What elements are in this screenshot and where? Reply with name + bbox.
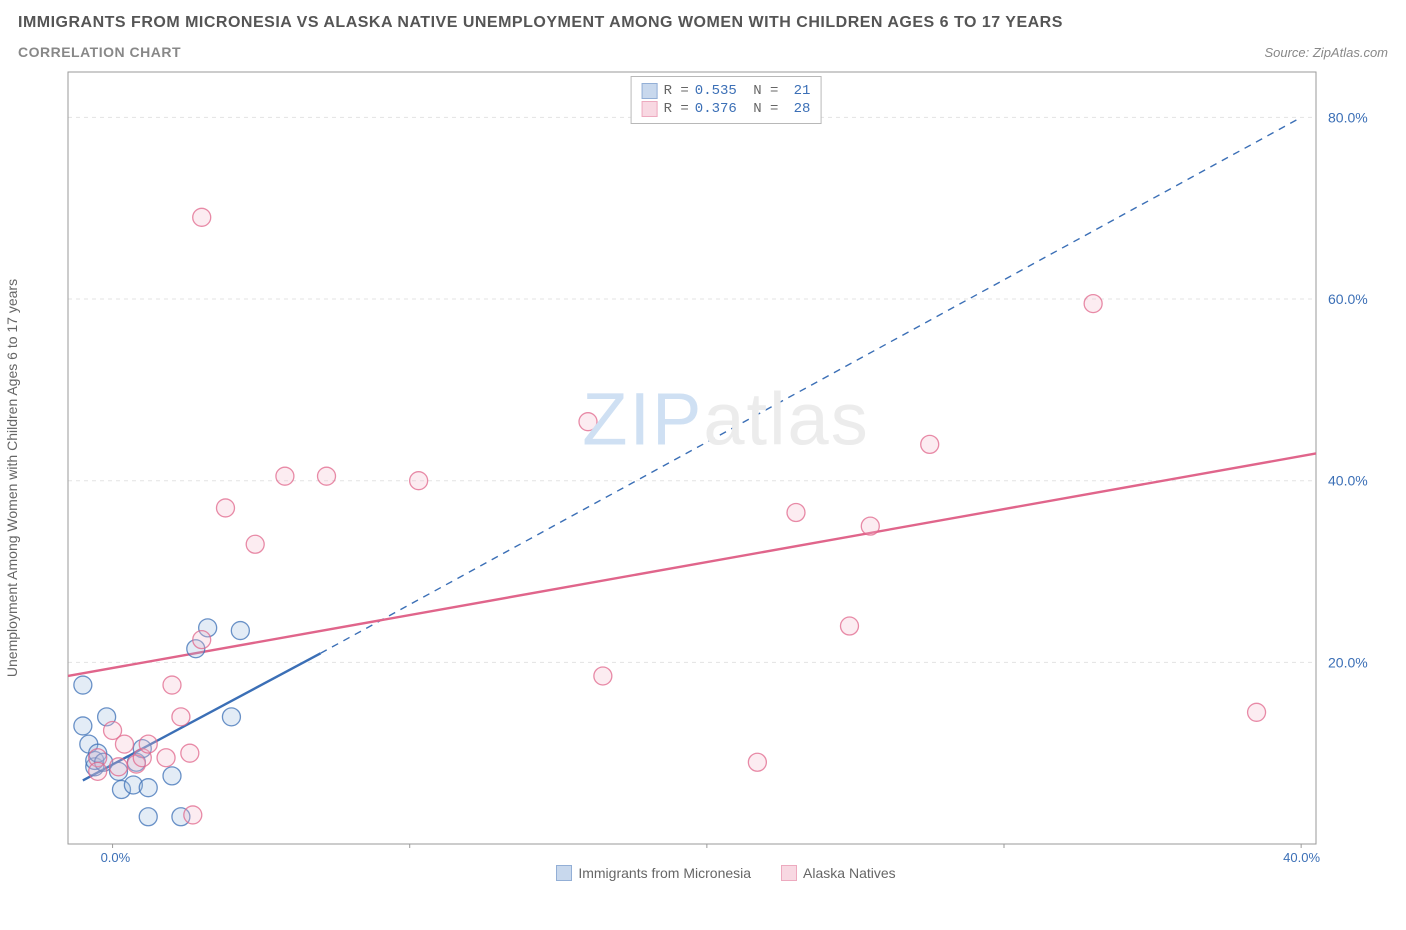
svg-text:40.0%: 40.0% [1328, 473, 1368, 489]
stat-value-r: 0.535 [695, 83, 739, 99]
legend-label: Alaska Natives [803, 865, 896, 881]
legend-swatch [642, 83, 658, 99]
chart-container: Unemployment Among Women with Children A… [18, 68, 1388, 888]
svg-text:60.0%: 60.0% [1328, 291, 1368, 307]
stat-label-r: R = [664, 83, 689, 99]
stat-row: R = 0.535 N = 21 [642, 82, 811, 100]
scatter-svg: 20.0% 40.0% 60.0% 80.0% [64, 68, 1388, 848]
stat-label-n: N = [745, 101, 779, 117]
legend-swatch [556, 865, 572, 881]
chart-title: IMMIGRANTS FROM MICRONESIA VS ALASKA NAT… [18, 14, 1388, 32]
stat-value-n: 28 [784, 101, 810, 117]
y-axis-label: Unemployment Among Women with Children A… [4, 279, 20, 677]
subtitle-row: CORRELATION CHART Source: ZipAtlas.com [18, 44, 1388, 60]
legend-label: Immigrants from Micronesia [578, 865, 751, 881]
stat-label-n: N = [745, 83, 779, 99]
legend-swatch [642, 101, 658, 117]
legend-swatch [781, 865, 797, 881]
legend-item: Immigrants from Micronesia [556, 865, 751, 881]
bottom-legend: Immigrants from Micronesia Alaska Natives [64, 858, 1388, 888]
source-label: Source: ZipAtlas.com [1264, 45, 1388, 60]
stat-value-n: 21 [784, 83, 810, 99]
svg-text:80.0%: 80.0% [1328, 109, 1368, 125]
stat-row: R = 0.376 N = 28 [642, 100, 811, 118]
plot-area: 20.0%40.0%60.0%80.0% ZIPatlas R =0.535 N… [64, 68, 1388, 848]
stat-label-r: R = [664, 101, 689, 117]
stats-legend-box: R = 0.535 N = 21 R = 0.376 N = 28 [631, 76, 822, 124]
legend-item: Alaska Natives [781, 865, 896, 881]
chart-subtitle: CORRELATION CHART [18, 44, 181, 60]
svg-text:20.0%: 20.0% [1328, 654, 1368, 670]
stat-value-r: 0.376 [695, 101, 739, 117]
